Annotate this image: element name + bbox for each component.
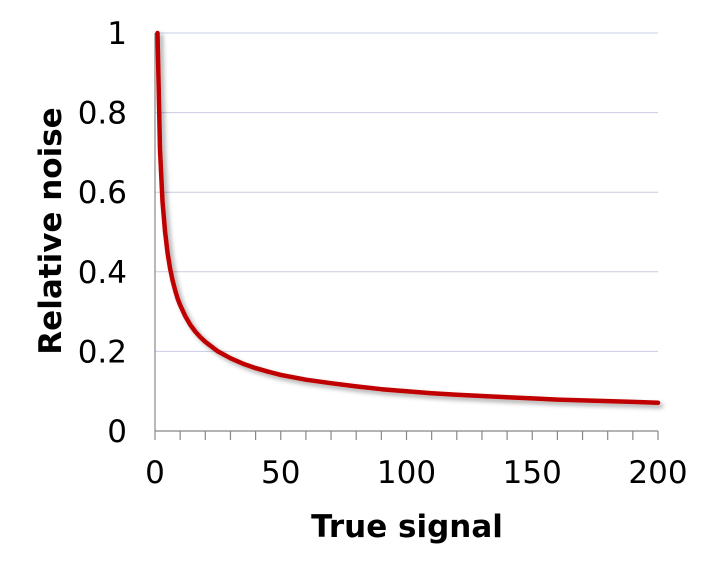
data-point-0-11 [188, 323, 192, 327]
data-point-0-1 [158, 148, 162, 152]
data-point-0-24 [379, 387, 383, 391]
data-point-0-25 [405, 389, 408, 393]
x-tick-label-4: 200 [628, 455, 687, 491]
data-point-0-13 [198, 335, 202, 339]
x-tick-label-2: 100 [377, 455, 436, 491]
data-point-0-15 [216, 349, 220, 353]
y-tick-label-0: 0 [107, 414, 127, 450]
x-tick-label-1: 50 [261, 455, 300, 491]
data-point-0-30 [530, 396, 534, 400]
data-point-0-23 [354, 384, 358, 388]
data-point-0-8 [176, 297, 180, 300]
data-point-0-34 [631, 400, 635, 404]
y-tick-label-2: 0.4 [78, 255, 127, 291]
data-point-0-29 [505, 395, 509, 399]
data-point-0-9 [178, 303, 182, 307]
x-axis-title: True signal [311, 509, 503, 545]
data-point-0-31 [555, 398, 559, 402]
y-tick-label-3: 0.6 [78, 175, 127, 211]
axes [154, 33, 659, 440]
series-line-0 [155, 30, 661, 405]
data-point-0-20 [279, 373, 283, 377]
x-tick-label-3: 150 [503, 455, 562, 491]
y-tick-label-1: 0.2 [78, 334, 127, 370]
data-point-0-14 [203, 340, 207, 344]
data-point-0-5 [168, 267, 172, 271]
data-point-0-26 [430, 391, 434, 395]
y-tick-label-5: 1 [107, 16, 127, 52]
data-point-0-32 [581, 398, 584, 402]
y-axis-title: Relative noise [33, 107, 69, 354]
data-point-0-21 [304, 378, 308, 382]
data-point-0-12 [193, 330, 197, 333]
data-point-0-2 [161, 199, 164, 203]
data-point-0-3 [163, 230, 167, 234]
data-point-0-18 [254, 366, 258, 370]
data-point-0-16 [228, 356, 232, 360]
data-point-0-35 [656, 401, 660, 405]
x-tick-label-0: 0 [145, 455, 165, 491]
data-point-0-0 [156, 31, 159, 35]
y-tick-label-4: 0.8 [78, 96, 127, 132]
data-point-0-10 [183, 314, 187, 318]
data-point-0-6 [171, 279, 175, 283]
data-point-0-27 [455, 393, 459, 397]
gridlines [155, 32, 658, 352]
data-point-0-28 [480, 394, 484, 398]
tick-labels: 0 50 100 150 200 0 0.2 0.4 0.6 0.8 1 [78, 16, 688, 491]
series-layer [155, 30, 661, 405]
data-point-0-22 [329, 381, 333, 385]
data-point-0-7 [173, 288, 177, 292]
data-point-0-17 [241, 362, 245, 366]
data-point-0-19 [266, 370, 270, 374]
data-point-0-33 [606, 399, 610, 403]
data-point-0-4 [166, 251, 170, 255]
